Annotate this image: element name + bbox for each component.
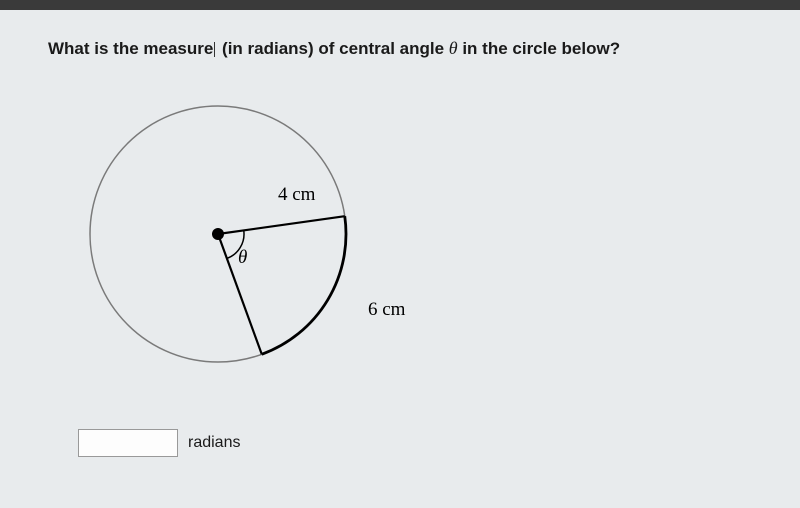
diagram-svg <box>78 89 438 409</box>
theta-label: θ <box>238 247 247 269</box>
answer-row: radians <box>78 429 752 457</box>
question-text: What is the measure (in radians) of cent… <box>48 38 752 59</box>
unit-label: radians <box>188 434 240 452</box>
text-cursor <box>214 42 215 57</box>
question-post: in the circle below? <box>458 39 620 58</box>
radius-label: 4 cm <box>278 184 315 206</box>
answer-input[interactable] <box>78 429 178 457</box>
theta-symbol: θ <box>449 38 458 58</box>
content-area: What is the measure (in radians) of cent… <box>0 10 800 485</box>
top-bar <box>0 0 800 10</box>
arc-label: 6 cm <box>368 299 405 321</box>
circle-diagram: 4 cm 6 cm θ <box>78 89 438 409</box>
question-pre: What is the measure <box>48 39 213 58</box>
question-mid: (in radians) of central angle <box>217 39 448 58</box>
